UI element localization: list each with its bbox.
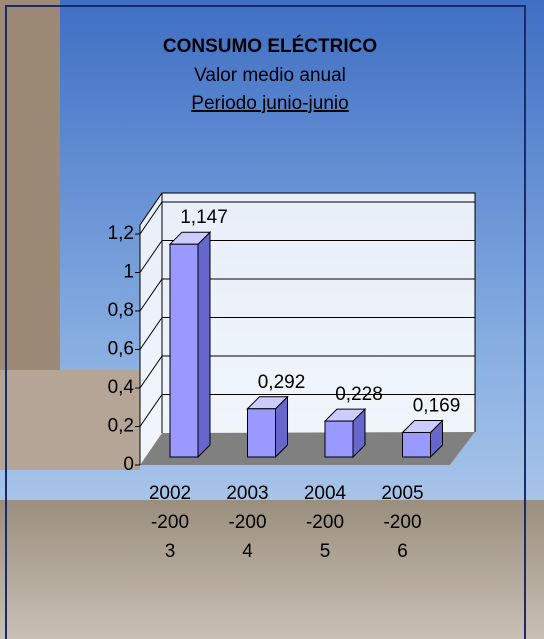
bar — [248, 409, 276, 457]
bar-side — [198, 232, 210, 457]
bar — [170, 244, 198, 457]
value-label: 1,147 — [180, 207, 228, 228]
y-tick-label: 1,2 — [108, 223, 134, 244]
tower — [0, 0, 60, 400]
chart-subtitle: Valor medio anual — [194, 65, 346, 86]
value-label: 0,169 — [413, 395, 461, 416]
period-label: Periodo junio-junio — [191, 93, 348, 114]
value-label: 0,292 — [258, 372, 306, 393]
y-tick-label: 0,2 — [108, 416, 134, 437]
y-tick-label: 0,4 — [108, 377, 135, 398]
y-tick-label: 0 — [123, 454, 134, 475]
y-tick-label: 0,6 — [108, 339, 134, 360]
x-tick-label: 2004-2005 — [302, 479, 348, 566]
value-label: 0,228 — [335, 384, 383, 405]
chart-title: CONSUMO ELÉCTRICO — [163, 35, 377, 57]
bar — [325, 421, 353, 457]
y-tick-label: 1 — [123, 262, 134, 283]
background-ground — [0, 500, 544, 639]
y-tick-label: 0,8 — [108, 300, 134, 321]
chart: CONSUMO ELÉCTRICO Valor medio anual Peri… — [0, 0, 544, 639]
x-tick-label: 2002-2003 — [147, 479, 193, 566]
x-tick-label: 2003-2004 — [225, 479, 271, 566]
bar — [403, 432, 431, 457]
page: CONSUMO ELÉCTRICO Valor medio anual Peri… — [0, 0, 544, 639]
x-tick-label: 2005-2006 — [380, 479, 426, 566]
